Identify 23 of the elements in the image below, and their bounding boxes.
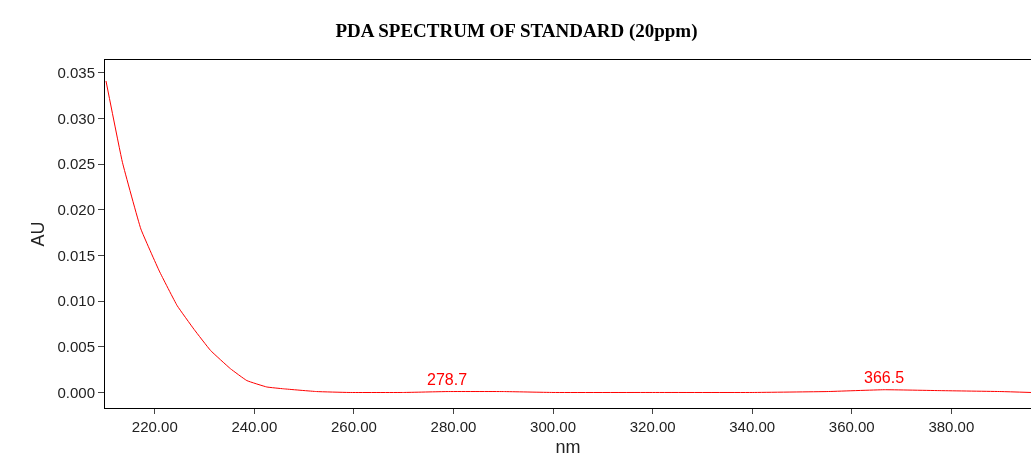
x-tick-label: 280.00 [430, 418, 477, 435]
x-axis-title: nm [555, 437, 581, 458]
x-tick-label: 360.00 [828, 418, 875, 435]
y-tick-label: 0.025 [57, 155, 95, 173]
y-tick-label: 0.020 [57, 201, 95, 219]
y-tick-label: 0.000 [57, 383, 95, 401]
y-tick-label: 0.010 [57, 292, 95, 310]
y-tick-label: 0.005 [57, 338, 95, 356]
annotation: 366.5 [864, 369, 905, 386]
annotation: 278.7 [427, 371, 468, 388]
y-axis-title: AU [27, 221, 48, 247]
x-tick-label: 320.00 [629, 418, 676, 435]
chart-title: PDA SPECTRUM OF STANDARD (20ppm) [335, 19, 698, 42]
y-tick-label: 0.035 [57, 64, 95, 82]
x-tick-label: 220.00 [131, 418, 178, 435]
x-tick-label: 300.00 [530, 418, 577, 435]
y-tick-label: 0.030 [57, 109, 95, 127]
y-tick-label: 0.015 [57, 246, 95, 264]
line-series [105, 80, 1031, 394]
x-tick-label: 240.00 [231, 418, 278, 435]
x-tick-label: 260.00 [330, 418, 377, 435]
x-tick-label: 380.00 [928, 418, 975, 435]
x-tick-label: 340.00 [729, 418, 776, 435]
